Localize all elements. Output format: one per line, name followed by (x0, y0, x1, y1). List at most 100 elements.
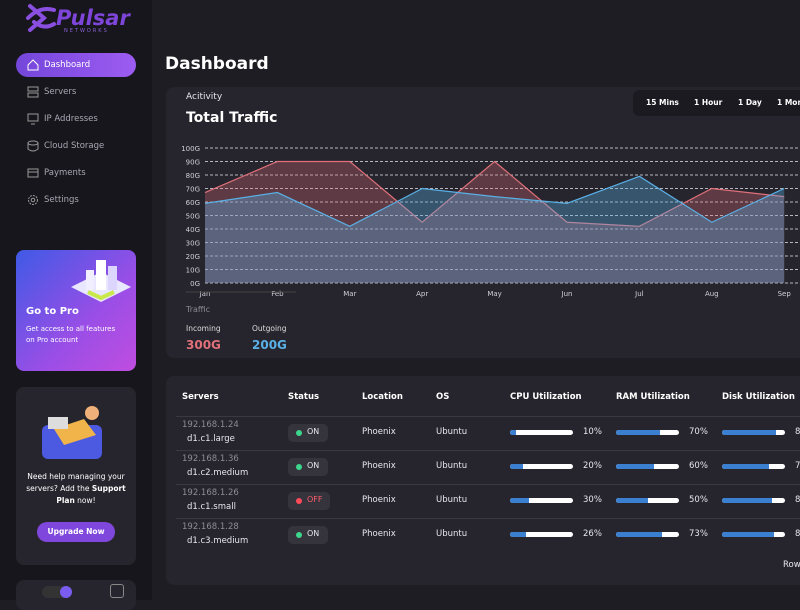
status-pill[interactable]: ON (288, 424, 328, 442)
status-dot (296, 430, 302, 436)
util-fill (722, 498, 773, 503)
status-pill[interactable]: OFF (288, 492, 330, 510)
status-label: ON (307, 529, 320, 538)
util-label: 80% (795, 495, 800, 505)
activity-card: Acitivity Total Traffic 15 Mins 1 Hour 1… (166, 87, 800, 358)
util-bar (616, 430, 679, 435)
util-label: 75% (795, 461, 800, 471)
toggle[interactable] (42, 586, 72, 598)
support-text-after: now! (74, 496, 96, 505)
chart-title: Total Traffic (186, 110, 278, 126)
x-tick-label: Aug (705, 290, 719, 298)
column-header: Disk Utilization (722, 392, 795, 402)
row-divider (176, 450, 800, 451)
status-pill[interactable]: ON (288, 458, 328, 476)
util-label: 30% (583, 495, 602, 505)
x-tick-label: Mar (343, 290, 356, 298)
nav-item[interactable]: IP Addresses (16, 107, 136, 131)
server-name: d1.c1.small (187, 502, 236, 512)
util-bar (616, 464, 679, 469)
activity-label: Acitivity (186, 92, 223, 102)
status-label: OFF (307, 495, 323, 504)
cell: Ubuntu (436, 495, 468, 505)
util-fill (722, 430, 776, 435)
cell: Ubuntu (436, 427, 468, 437)
util-label: 70% (689, 427, 708, 437)
range-button[interactable]: 15 Mins (646, 98, 679, 107)
legend-title: Traffic (186, 305, 211, 314)
nav-label: Payments (44, 168, 86, 178)
theme-toggle-bar (16, 580, 136, 610)
util-bar (510, 464, 573, 469)
legend-total: 200G (252, 338, 287, 352)
traffic-chart: 0G 10G 20G 30G 40G 50G 60G 70G 80G 90G 100G Jan Feb M… (181, 145, 800, 298)
status-dot (296, 498, 302, 504)
x-tick-label: Jul (634, 290, 644, 298)
util-label: 26% (583, 529, 602, 539)
y-tick-label: 20G (186, 253, 200, 261)
util-label: 82% (795, 529, 800, 539)
cell: Phoenix (362, 495, 396, 505)
y-tick-label: 50G (186, 213, 200, 221)
support-highlight: Support Plan (56, 484, 126, 505)
expand-button[interactable] (110, 584, 124, 598)
nav-item[interactable]: Dashboard (16, 53, 136, 77)
x-tick-label: Jan (199, 290, 211, 298)
util-label: 73% (689, 529, 708, 539)
nav-label: Servers (44, 87, 77, 97)
y-tick-label: 40G (186, 226, 200, 234)
area-fill (205, 176, 785, 283)
row-divider (176, 416, 800, 417)
range-button[interactable]: 1 Month (777, 98, 800, 107)
status-label: ON (307, 461, 320, 470)
support-illustration (42, 406, 102, 459)
promo-illustration (71, 260, 131, 302)
nav-label: Settings (44, 195, 79, 205)
column-header: RAM Utilization (616, 392, 690, 402)
upgrade-button[interactable]: Upgrade Now (37, 522, 115, 542)
util-fill (616, 532, 662, 537)
util-bar (510, 430, 573, 435)
x-tick-label: Sep (778, 290, 792, 298)
cell: Ubuntu (436, 461, 468, 471)
util-bar (510, 498, 573, 503)
util-fill (616, 498, 648, 503)
range-button[interactable]: 1 Day (738, 98, 762, 107)
range-button[interactable]: 1 Hour (694, 98, 723, 107)
util-bar (616, 498, 679, 503)
util-label: 60% (689, 461, 708, 471)
column-header: OS (436, 392, 450, 402)
util-label: 10% (583, 427, 602, 437)
x-tick-label: May (487, 290, 501, 298)
column-header: Location (362, 392, 403, 402)
cell: Phoenix (362, 529, 396, 539)
util-fill (722, 532, 774, 537)
area-fill (205, 161, 785, 283)
util-bar (722, 464, 785, 469)
row-divider (176, 484, 800, 485)
promo-card: Go to Pro Get access to all features on … (16, 250, 136, 371)
nav-item[interactable]: Cloud Storage (16, 134, 136, 158)
promo-title: Go to Pro (26, 306, 79, 317)
page-title: Dashboard (165, 54, 269, 74)
series-line (204, 160, 785, 227)
nav-item[interactable]: Settings (16, 188, 136, 212)
util-fill (722, 464, 770, 469)
x-tick-label: Feb (271, 290, 284, 298)
logo-icon (26, 4, 56, 32)
nav-item[interactable]: Payments (16, 161, 136, 185)
util-fill (510, 498, 529, 503)
nav-item[interactable]: Servers (16, 80, 136, 104)
server-name: d1.c2.medium (187, 468, 249, 478)
server-ip: 192.168.1.26 (182, 488, 239, 498)
y-tick-label: 30G (186, 240, 200, 248)
util-bar (722, 430, 785, 435)
brand-name: Pulsar (56, 6, 130, 30)
status-pill[interactable]: ON (288, 526, 328, 544)
y-tick-label: 60G (186, 199, 200, 207)
nav-label: Cloud Storage (44, 141, 105, 151)
server-ip: 192.168.1.36 (182, 454, 239, 464)
util-bar (722, 498, 785, 503)
x-tick-label: Jun (561, 290, 573, 298)
